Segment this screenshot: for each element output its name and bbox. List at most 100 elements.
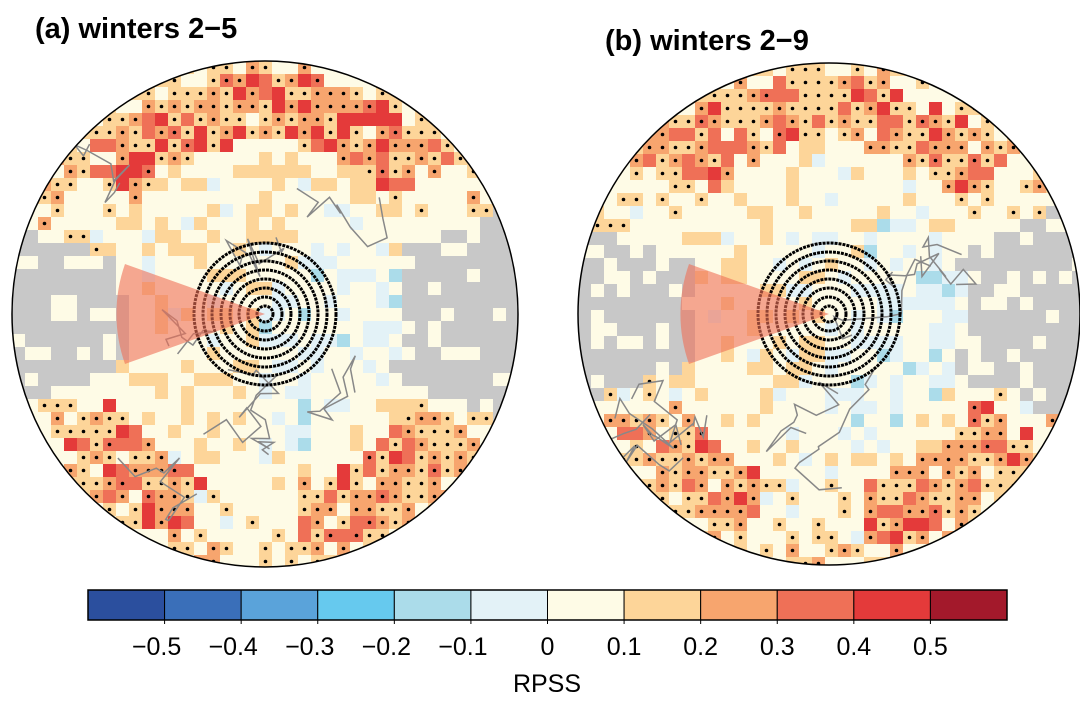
map-cell bbox=[233, 412, 246, 425]
significance-dot bbox=[432, 468, 437, 473]
map-cell bbox=[721, 128, 734, 141]
map-cell bbox=[506, 295, 518, 308]
significance-dot bbox=[198, 533, 203, 538]
significance-dot bbox=[354, 507, 359, 512]
map-cell bbox=[259, 308, 272, 321]
map-cell bbox=[25, 269, 38, 282]
map-cell bbox=[428, 347, 441, 360]
significance-dot bbox=[432, 494, 437, 499]
significance-dot bbox=[471, 442, 476, 447]
map-cell bbox=[207, 347, 220, 360]
panel-title: (b) winters 2−9 bbox=[605, 25, 809, 57]
map-cell bbox=[812, 115, 825, 128]
map-cell bbox=[129, 204, 142, 217]
map-cell bbox=[12, 373, 25, 386]
significance-dot bbox=[764, 145, 769, 150]
map-cell bbox=[760, 362, 773, 375]
map-cell bbox=[1020, 427, 1033, 440]
significance-dot bbox=[712, 119, 717, 124]
map-cell bbox=[877, 219, 890, 232]
significance-dot bbox=[172, 91, 177, 96]
significance-dot bbox=[224, 78, 229, 83]
map-cell bbox=[272, 100, 285, 113]
map-cell bbox=[591, 271, 604, 284]
map-cell bbox=[656, 284, 669, 297]
map-cell bbox=[259, 165, 272, 178]
map-cell bbox=[402, 321, 415, 334]
map-cell bbox=[994, 375, 1007, 388]
map-cell bbox=[12, 295, 25, 308]
significance-dot bbox=[1050, 418, 1055, 423]
map-cell bbox=[337, 503, 350, 516]
colorbar-segment bbox=[700, 589, 778, 621]
map-cell bbox=[1020, 362, 1033, 375]
map-cell bbox=[259, 191, 272, 204]
significance-dot bbox=[354, 130, 359, 135]
significance-dot bbox=[673, 444, 678, 449]
significance-dot bbox=[263, 546, 268, 551]
significance-dot bbox=[250, 91, 255, 96]
map-cell bbox=[760, 206, 773, 219]
significance-dot bbox=[237, 117, 242, 122]
map-cell bbox=[51, 334, 64, 347]
significance-dot bbox=[367, 520, 372, 525]
map-cell bbox=[1007, 323, 1020, 336]
map-cell bbox=[454, 321, 467, 334]
map-cell bbox=[1059, 375, 1072, 388]
map-cell bbox=[1059, 284, 1072, 297]
significance-dot bbox=[42, 403, 47, 408]
significance-dot bbox=[738, 93, 743, 98]
significance-dot bbox=[712, 93, 717, 98]
map-cell bbox=[669, 375, 682, 388]
map-cell bbox=[929, 284, 942, 297]
map-cell bbox=[207, 334, 220, 347]
significance-dot bbox=[803, 119, 808, 124]
colorbar-segment bbox=[87, 589, 166, 621]
map-cell bbox=[259, 152, 272, 165]
significance-dot bbox=[998, 457, 1003, 462]
map-cell bbox=[376, 373, 389, 386]
map-cell bbox=[142, 412, 155, 425]
significance-dot bbox=[328, 117, 333, 122]
map-cell bbox=[233, 87, 246, 100]
map-cell bbox=[324, 516, 337, 529]
map-cell bbox=[181, 386, 194, 399]
map-cell bbox=[64, 139, 77, 152]
significance-dot bbox=[432, 130, 437, 135]
significance-dot bbox=[55, 156, 60, 161]
map-cell bbox=[103, 399, 116, 412]
map-cell bbox=[682, 128, 695, 141]
significance-dot bbox=[907, 535, 912, 540]
map-cell bbox=[77, 438, 90, 451]
map-cell bbox=[77, 347, 90, 360]
significance-dot bbox=[647, 418, 652, 423]
significance-dot bbox=[998, 418, 1003, 423]
map-cell bbox=[812, 557, 825, 565]
significance-dot bbox=[42, 221, 47, 226]
map-cell bbox=[194, 178, 207, 191]
map-cell bbox=[578, 323, 591, 336]
significance-dot bbox=[803, 106, 808, 111]
map-cell bbox=[51, 373, 64, 386]
map-cell bbox=[155, 373, 168, 386]
significance-dot bbox=[432, 429, 437, 434]
map-cell bbox=[467, 360, 480, 373]
map-cell bbox=[591, 245, 604, 258]
map-cell bbox=[103, 321, 116, 334]
map-cell bbox=[389, 113, 402, 126]
significance-dot bbox=[647, 496, 652, 501]
significance-dot bbox=[133, 507, 138, 512]
map-cell bbox=[402, 269, 415, 282]
map-cell bbox=[955, 310, 968, 323]
map-cell bbox=[142, 373, 155, 386]
map-cell bbox=[929, 219, 942, 232]
map-cell bbox=[77, 334, 90, 347]
significance-dot bbox=[81, 169, 86, 174]
map-cell bbox=[103, 360, 116, 373]
map-cell bbox=[942, 310, 955, 323]
significance-dot bbox=[107, 481, 112, 486]
map-cell bbox=[812, 141, 825, 154]
map-cell bbox=[1046, 336, 1059, 349]
map-cell bbox=[103, 308, 116, 321]
map-cell bbox=[1020, 245, 1033, 258]
